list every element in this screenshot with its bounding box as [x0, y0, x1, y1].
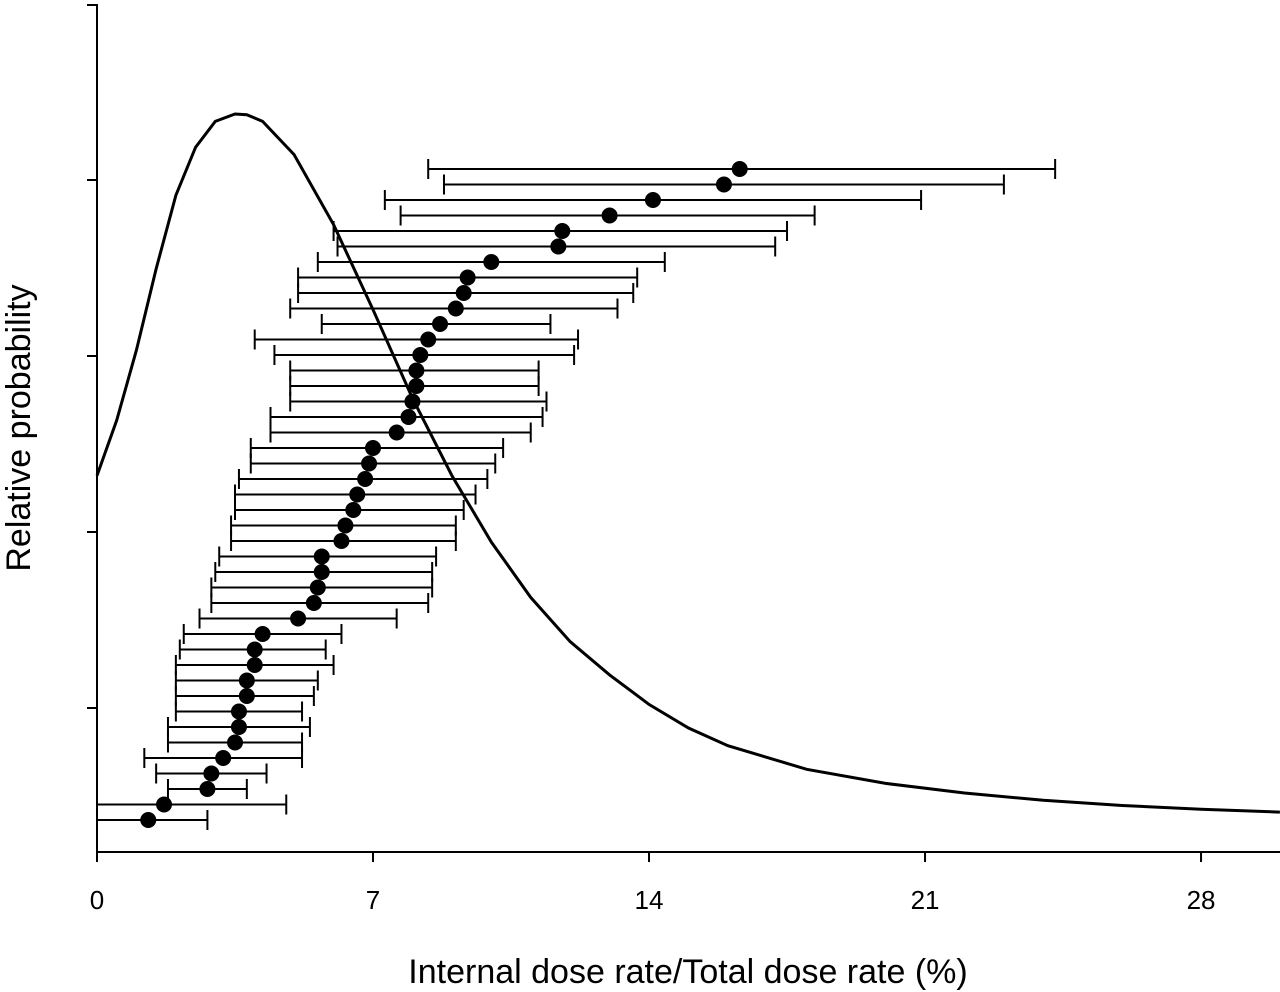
data-point — [238, 688, 255, 704]
data-point — [290, 610, 307, 627]
data-point — [644, 192, 661, 208]
data-point — [333, 533, 350, 549]
data-point — [313, 548, 330, 565]
data-point — [230, 703, 247, 720]
data-point — [337, 517, 354, 534]
data-point — [408, 378, 425, 394]
data-point — [203, 765, 220, 782]
data-points-layer — [140, 161, 748, 828]
y-axis-title: Relative probability — [0, 284, 38, 571]
data-point — [432, 316, 449, 332]
data-point — [731, 161, 748, 177]
data-point — [459, 269, 476, 286]
data-point — [420, 331, 437, 348]
probability-curve-layer — [95, 112, 1280, 814]
data-point — [305, 595, 322, 611]
data-point — [156, 796, 173, 813]
x-tick-label: 21 — [911, 885, 940, 915]
data-point — [313, 564, 330, 580]
data-point — [230, 719, 247, 735]
data-point — [408, 362, 425, 379]
data-point — [483, 254, 500, 270]
x-tick-label: 0 — [90, 885, 104, 915]
data-point — [345, 502, 362, 518]
x-tick-label: 14 — [635, 885, 664, 915]
data-point — [550, 238, 567, 255]
data-point — [365, 440, 382, 456]
x-tick-label: 28 — [1187, 885, 1216, 915]
data-point — [388, 424, 405, 441]
data-point — [361, 455, 378, 472]
data-point — [357, 471, 374, 487]
data-point — [404, 393, 421, 410]
data-point — [227, 734, 244, 751]
x-axis-ticks: 0 7 14 21 28 — [90, 852, 1216, 915]
data-point — [554, 223, 571, 239]
data-point — [447, 300, 464, 317]
data-point — [412, 347, 429, 363]
data-point — [309, 579, 326, 596]
data-point — [246, 641, 263, 658]
data-point — [215, 750, 232, 766]
data-point — [246, 657, 263, 673]
axes — [96, 4, 1280, 853]
data-point — [455, 285, 472, 301]
data-point — [400, 409, 417, 425]
data-point — [349, 486, 366, 503]
data-point — [140, 812, 157, 828]
x-axis-title: Internal dose rate/Total dose rate (%) — [408, 953, 967, 991]
data-point — [715, 176, 732, 193]
probability-curve — [95, 112, 1280, 814]
data-point — [238, 672, 255, 689]
data-point — [199, 781, 216, 797]
data-point — [254, 626, 271, 642]
data-point — [601, 207, 618, 224]
x-tick-label: 7 — [366, 885, 380, 915]
y-axis-ticks — [87, 4, 97, 709]
